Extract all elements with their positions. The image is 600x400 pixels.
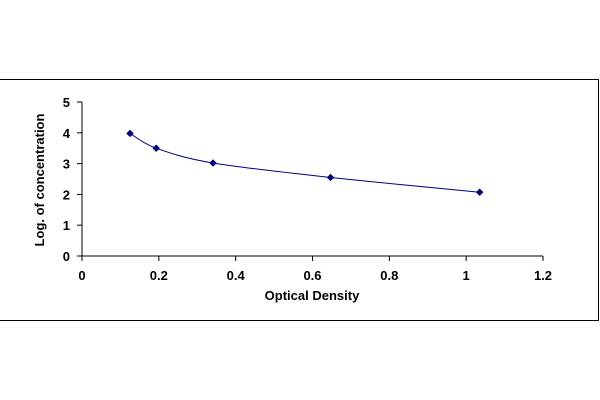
x-tick-label: 0.2 xyxy=(150,268,168,283)
y-tick-label: 2 xyxy=(63,187,70,202)
data-point-diamond xyxy=(152,144,160,153)
y-tick-label: 3 xyxy=(63,157,70,172)
data-point-diamond xyxy=(326,173,335,182)
tick-labels: 0 1 2 3 4 5 0 0.2 0.4 0.6 0.8 1 1.2 xyxy=(63,95,552,283)
data-point-diamond xyxy=(126,129,134,138)
x-tick-label: 1 xyxy=(463,268,470,283)
chart-frame xyxy=(0,79,599,321)
y-tick-label: 0 xyxy=(63,249,70,264)
x-tick-label: 1.2 xyxy=(534,268,552,283)
y-tick-label: 1 xyxy=(63,218,70,233)
series-line xyxy=(129,132,480,193)
data-point-diamond xyxy=(209,159,217,167)
x-tick-label: 0.8 xyxy=(380,268,398,283)
data-marks xyxy=(126,129,484,197)
y-tick-label: 5 xyxy=(63,95,70,110)
x-tick-label: 0.4 xyxy=(227,268,246,283)
x-axis-title: Optical Density xyxy=(265,288,360,303)
data-point-diamond xyxy=(475,188,484,197)
y-tick-label: 4 xyxy=(63,126,71,141)
x-tick-label: 0 xyxy=(78,268,85,283)
x-tick-label: 0.6 xyxy=(303,268,321,283)
axes xyxy=(77,101,544,261)
y-axis-title: Log. of concentration xyxy=(32,114,47,247)
